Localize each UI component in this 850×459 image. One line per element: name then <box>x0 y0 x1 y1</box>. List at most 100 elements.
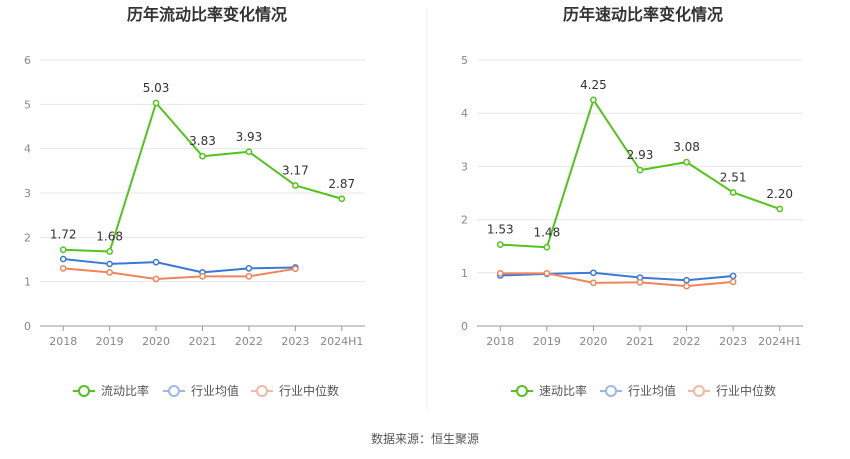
x-tick-label: 2019 <box>96 335 124 348</box>
data-label: 1.68 <box>96 230 123 244</box>
legend-label: 速动比率 <box>539 383 587 398</box>
data-label: 1.53 <box>487 223 514 237</box>
data-point[interactable] <box>245 272 253 280</box>
data-point[interactable] <box>590 269 597 277</box>
y-tick-label: 4 <box>461 107 468 120</box>
x-tick-label: 2018 <box>486 335 514 348</box>
x-tick-label: 2024H1 <box>320 335 363 348</box>
y-tick-label: 6 <box>24 54 31 67</box>
data-label: 2.87 <box>328 177 355 191</box>
data-label: 3.83 <box>189 134 216 148</box>
y-tick-label: 5 <box>461 54 468 67</box>
y-tick-label: 1 <box>461 267 468 280</box>
legend-label: 流动比率 <box>101 383 149 398</box>
data-point[interactable] <box>106 260 113 268</box>
data-point[interactable] <box>729 272 737 280</box>
y-tick-label: 4 <box>24 143 31 156</box>
data-label: 3.08 <box>673 140 700 154</box>
x-tick-label: 2023 <box>281 335 309 348</box>
legend-label: 行业中位数 <box>716 383 776 398</box>
data-point[interactable] <box>590 96 597 104</box>
data-point[interactable] <box>152 275 160 283</box>
data-point[interactable] <box>496 269 504 277</box>
data-point[interactable] <box>106 248 113 255</box>
data-point[interactable] <box>292 182 299 189</box>
legend-item[interactable]: 行业中位数 <box>688 383 776 398</box>
data-point[interactable] <box>543 269 551 277</box>
series-line <box>500 272 734 288</box>
data-point[interactable] <box>636 279 644 286</box>
data-point[interactable] <box>199 152 206 160</box>
data-point[interactable] <box>729 189 737 196</box>
legend-swatch-marker <box>516 385 528 397</box>
y-tick-label: 0 <box>461 320 468 333</box>
series-line <box>63 267 296 281</box>
series-line <box>63 258 296 274</box>
legend-item[interactable]: 行业均值 <box>600 383 676 398</box>
legend-swatch-marker <box>605 385 617 397</box>
data-point[interactable] <box>683 282 690 290</box>
data-point[interactable] <box>292 265 299 273</box>
data-point[interactable] <box>59 255 67 263</box>
data-point[interactable] <box>729 278 737 286</box>
x-tick-label: 2024H1 <box>758 335 801 348</box>
x-tick-label: 2022 <box>673 335 701 348</box>
data-label: 2.93 <box>627 148 654 162</box>
data-point[interactable] <box>59 246 67 254</box>
x-tick-label: 2021 <box>626 335 654 348</box>
legend-swatch-marker <box>78 385 90 397</box>
x-tick-label: 2018 <box>49 335 77 348</box>
data-label: 4.25 <box>580 78 607 92</box>
y-tick-label: 0 <box>24 320 31 333</box>
legend-label: 行业均值 <box>628 383 676 398</box>
y-tick-label: 5 <box>24 98 31 111</box>
y-tick-label: 3 <box>24 187 31 200</box>
y-tick-label: 2 <box>461 214 468 227</box>
x-tick-label: 2020 <box>579 335 607 348</box>
data-label: 2.51 <box>720 170 747 184</box>
data-point[interactable] <box>338 195 346 203</box>
y-tick-label: 2 <box>24 231 31 244</box>
data-point[interactable] <box>683 158 690 166</box>
data-point[interactable] <box>199 272 206 280</box>
data-label: 1.48 <box>533 225 560 239</box>
data-point[interactable] <box>543 243 551 251</box>
data-point[interactable] <box>59 265 67 272</box>
legend-item[interactable]: 行业均值 <box>163 383 239 398</box>
data-label: 2.20 <box>766 187 793 201</box>
data-point[interactable] <box>496 241 504 248</box>
x-tick-label: 2021 <box>189 335 217 348</box>
legend-swatch-marker <box>693 385 705 397</box>
y-tick-label: 3 <box>461 160 468 173</box>
data-point[interactable] <box>590 279 597 287</box>
chart-title: 历年速动比率变化情况 <box>563 5 723 24</box>
x-tick-label: 2022 <box>235 335 263 348</box>
data-point[interactable] <box>636 166 644 174</box>
data-point[interactable] <box>245 148 253 156</box>
data-point[interactable] <box>776 205 784 213</box>
data-label: 3.93 <box>236 130 263 144</box>
x-tick-label: 2020 <box>142 335 170 348</box>
data-point[interactable] <box>106 269 113 276</box>
chart-panel-0: 历年流动比率变化情况 0 1 2 3 4 5 6 2018 2019 2020 2021 2022 202… <box>24 5 365 398</box>
data-label: 5.03 <box>143 81 170 95</box>
legend-item[interactable]: 行业中位数 <box>251 383 339 398</box>
chart-panel-1: 历年速动比率变化情况 0 1 2 3 4 5 2018 2019 2020 2021 2022 2023… <box>461 5 803 398</box>
legend-item[interactable]: 流动比率 <box>73 383 149 398</box>
x-tick-label: 2019 <box>533 335 561 348</box>
x-tick-label: 2023 <box>719 335 747 348</box>
legend-label: 行业均值 <box>191 383 239 398</box>
legend-swatch-marker <box>168 385 180 397</box>
data-label: 1.72 <box>50 228 77 242</box>
legend-item[interactable]: 速动比率 <box>511 383 587 398</box>
data-point[interactable] <box>683 276 690 284</box>
legend-swatch-marker <box>256 385 268 397</box>
data-point[interactable] <box>152 99 160 107</box>
data-label: 3.17 <box>282 163 309 177</box>
data-point[interactable] <box>152 258 160 266</box>
chart-title: 历年流动比率变化情况 <box>127 5 287 24</box>
y-tick-label: 1 <box>24 276 31 289</box>
data-point[interactable] <box>245 265 253 272</box>
legend-label: 行业中位数 <box>279 383 339 398</box>
